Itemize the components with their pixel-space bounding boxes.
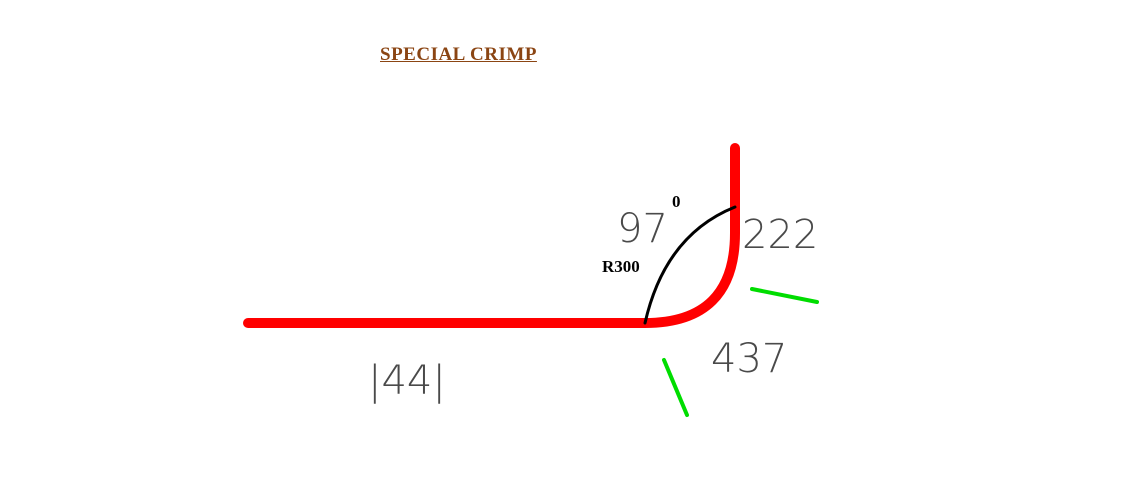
bottom-length-label: |44| <box>368 358 446 404</box>
profile-line <box>243 143 740 328</box>
drawing-title: SPECIAL CRIMP <box>380 44 537 65</box>
radius-label: R300 <box>602 257 640 276</box>
leader-line-bottom <box>662 358 689 417</box>
radius-arc <box>643 205 737 325</box>
leader-line-right <box>750 287 819 304</box>
vertical-length-label: 222 <box>742 212 818 258</box>
bend-dimension-label: 437 <box>711 336 787 382</box>
angle-unit-label: 0 <box>672 192 681 211</box>
angle-label: 97 <box>617 206 668 252</box>
